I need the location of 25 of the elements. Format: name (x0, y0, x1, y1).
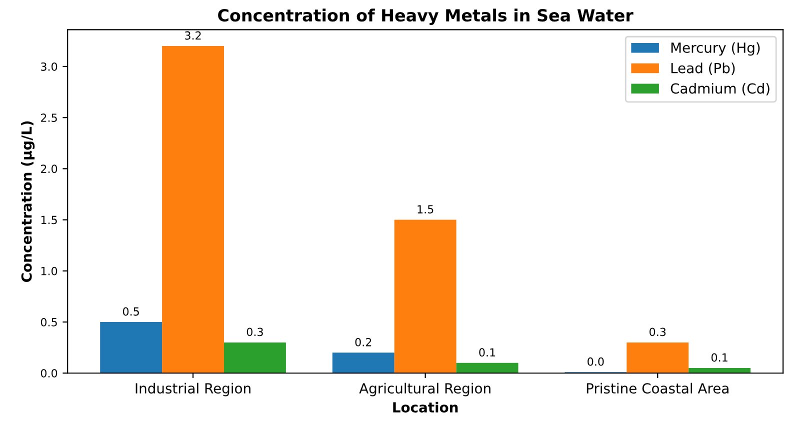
x-tick-label: Pristine Coastal Area (586, 382, 728, 394)
y-tick-label: 0.0 (40, 369, 58, 378)
y-axis-title: Concentration (µg/L) (21, 121, 35, 282)
data-label: 0.0 (588, 357, 604, 366)
legend-label: Mercury (Hg) (671, 42, 760, 56)
chart-title: Concentration of Heavy Metals in Sea Water (218, 8, 634, 25)
data-label: 1.5 (418, 205, 434, 214)
y-tick-label: 0.5 (40, 318, 57, 326)
data-label: 0.5 (122, 307, 139, 316)
x-tick-label: Agricultural Region (359, 382, 490, 396)
x-axis-title: Location (393, 402, 458, 413)
y-tick-label: 2.5 (40, 114, 57, 122)
data-label: 0.3 (650, 328, 666, 336)
y-tick-label: 1.5 (41, 216, 57, 224)
data-label: 0.3 (246, 328, 263, 336)
legend-label: Cadmium (Cd) (670, 82, 770, 96)
data-label: 0.2 (355, 338, 372, 346)
legend-label: Lead (Pb) (671, 62, 735, 75)
y-tick-label: 2.0 (40, 164, 58, 174)
y-tick-label: 1.0 (41, 266, 58, 276)
data-label: 0.1 (479, 348, 496, 357)
data-label: 0.1 (711, 353, 728, 362)
data-label: 3.2 (185, 31, 201, 40)
x-tick-label: Industrial Region (136, 382, 250, 396)
y-tick-label: 3.0 (41, 62, 58, 71)
